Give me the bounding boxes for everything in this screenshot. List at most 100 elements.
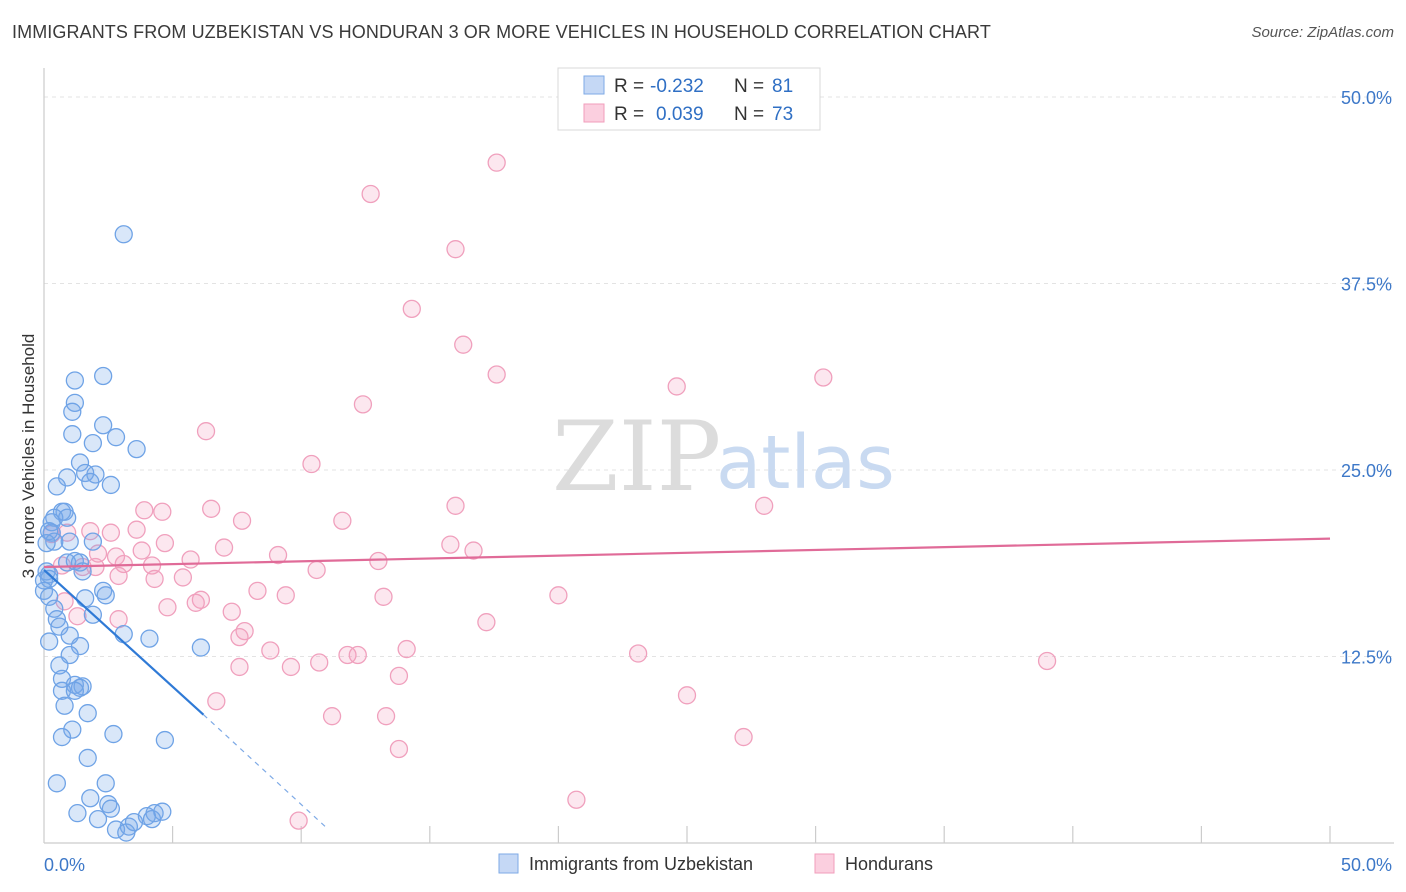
honduran-point-13 [202,499,221,518]
legend-r-value-1: -0.232 [650,76,704,97]
honduran-point-23 [155,533,175,553]
hondurans-points [42,153,1057,830]
bottom-legend-swatch-uzbekistan [498,853,519,874]
uzbekistan-point-50 [191,638,211,657]
uzbekistan-point-65 [78,748,97,768]
uzbekistan-point-80 [124,812,144,832]
y-axis-tick-labels: 12.5% 25.0% 37.5% 50.0% [1341,88,1392,668]
honduran-point-71 [389,739,409,759]
uzbekistan-point-0 [114,225,133,244]
honduran-point-6 [814,368,833,387]
legend-r-label-1: R = [614,76,644,97]
honduran-point-10 [302,454,321,474]
bottom-legend-swatch-hondurans [814,853,835,874]
uzbekistan-point-62 [52,727,72,747]
uzbekistan-point-77 [106,820,126,839]
honduran-point-63 [230,657,249,677]
uzbekistan-point-40 [76,589,95,608]
honduran-point-26 [464,541,483,560]
honduran-point-72 [567,790,586,809]
uzbekistan-point-70 [101,799,121,818]
honduran-point-27 [132,541,151,560]
honduran-point-61 [1037,651,1057,671]
honduran-point-62 [310,653,329,672]
honduran-point-30 [268,545,288,565]
bottom-legend-label-hondurans: Hondurans [845,854,933,874]
uzbekistan-point-38 [39,587,59,606]
watermark: ZIP atlas [552,401,895,513]
honduran-point-50 [222,602,241,621]
axes [43,68,1394,844]
honduran-point-1 [361,184,380,204]
honduran-point-55 [230,627,249,647]
honduran-point-0 [487,153,506,172]
honduran-point-32 [369,551,388,571]
honduran-point-25 [214,538,234,557]
honduran-point-41 [173,568,193,587]
uzbekistan-point-57 [52,681,72,700]
uzbekistan-point-48 [39,632,59,651]
honduran-point-64 [281,657,301,677]
honduran-point-15 [153,502,172,521]
uzbekistan-point-60 [78,704,97,723]
uzbekistan-point-76 [88,809,108,829]
honduran-point-47 [191,590,211,609]
honduran-point-48 [186,593,205,612]
uzbekistan-point-15 [101,475,121,495]
honduran-point-73 [289,811,308,830]
honduran-point-2 [446,240,465,259]
honduran-point-7 [667,377,686,396]
honduran-point-19 [81,522,100,541]
uzbekistan-point-39 [96,586,115,605]
uzbekistan-point-13 [76,463,95,483]
honduran-point-14 [135,501,154,520]
uzbekistan-point-4 [63,402,82,421]
honduran-point-70 [734,727,753,747]
legend-r-label-2: R = [614,104,644,125]
legend-n-label-2: N = [734,104,764,125]
y-tick-label-3: 50.0% [1341,88,1392,108]
uzbekistan-point-74 [142,809,162,829]
hondurans-trend-line [43,537,1331,569]
uzbekistan-point-63 [104,724,123,744]
watermark-zip: ZIP [552,401,721,513]
x-axis-ticks [172,826,1331,843]
honduran-point-9 [196,422,216,441]
legend-n-label-1: N = [734,76,764,97]
uzbekistan-point-68 [81,789,100,808]
uzbekistan-point-6 [63,425,82,444]
uzbekistan-point-59 [55,696,74,715]
honduran-point-49 [158,598,177,617]
uzbekistan-point-7 [106,428,126,447]
honduran-point-17 [333,511,352,530]
honduran-point-40 [145,569,164,589]
honduran-point-38 [307,560,326,580]
honduran-point-28 [88,544,108,563]
honduran-point-45 [549,586,568,605]
honduran-point-56 [261,641,280,660]
uzbekistan-point-24 [60,532,79,551]
uzbekistan-trend-extension [203,714,328,829]
honduran-point-51 [68,607,87,626]
y-tick-label-2: 37.5% [1341,275,1392,295]
uzbekistan-point-66 [47,774,67,793]
uzbekistan-point-47 [140,629,159,648]
honduran-point-57 [397,639,416,659]
uzbekistan-point-34 [34,571,54,590]
honduran-point-3 [402,299,421,319]
uzbekistan-point-9 [127,439,146,459]
honduran-point-65 [389,666,409,686]
honduran-point-24 [441,535,460,554]
bottom-legend-label-uzbekistan: Immigrants from Uzbekistan [529,854,753,874]
uzbekistan-point-56 [70,678,90,697]
honduran-point-67 [207,692,226,711]
honduran-point-18 [127,520,146,539]
honduran-point-58 [338,645,357,665]
honduran-point-8 [353,395,373,414]
chart-title: IMMIGRANTS FROM UZBEKISTAN VS HONDURAN 3… [12,22,991,42]
x-tick-label-max: 50.0% [1341,855,1392,875]
legend-n-value-1: 81 [772,76,793,97]
honduran-point-42 [248,581,267,601]
stats-legend: R = -0.232 N = 81 R = 0.039 N = 73 [557,67,821,131]
legend-swatch-hondurans [583,103,605,123]
